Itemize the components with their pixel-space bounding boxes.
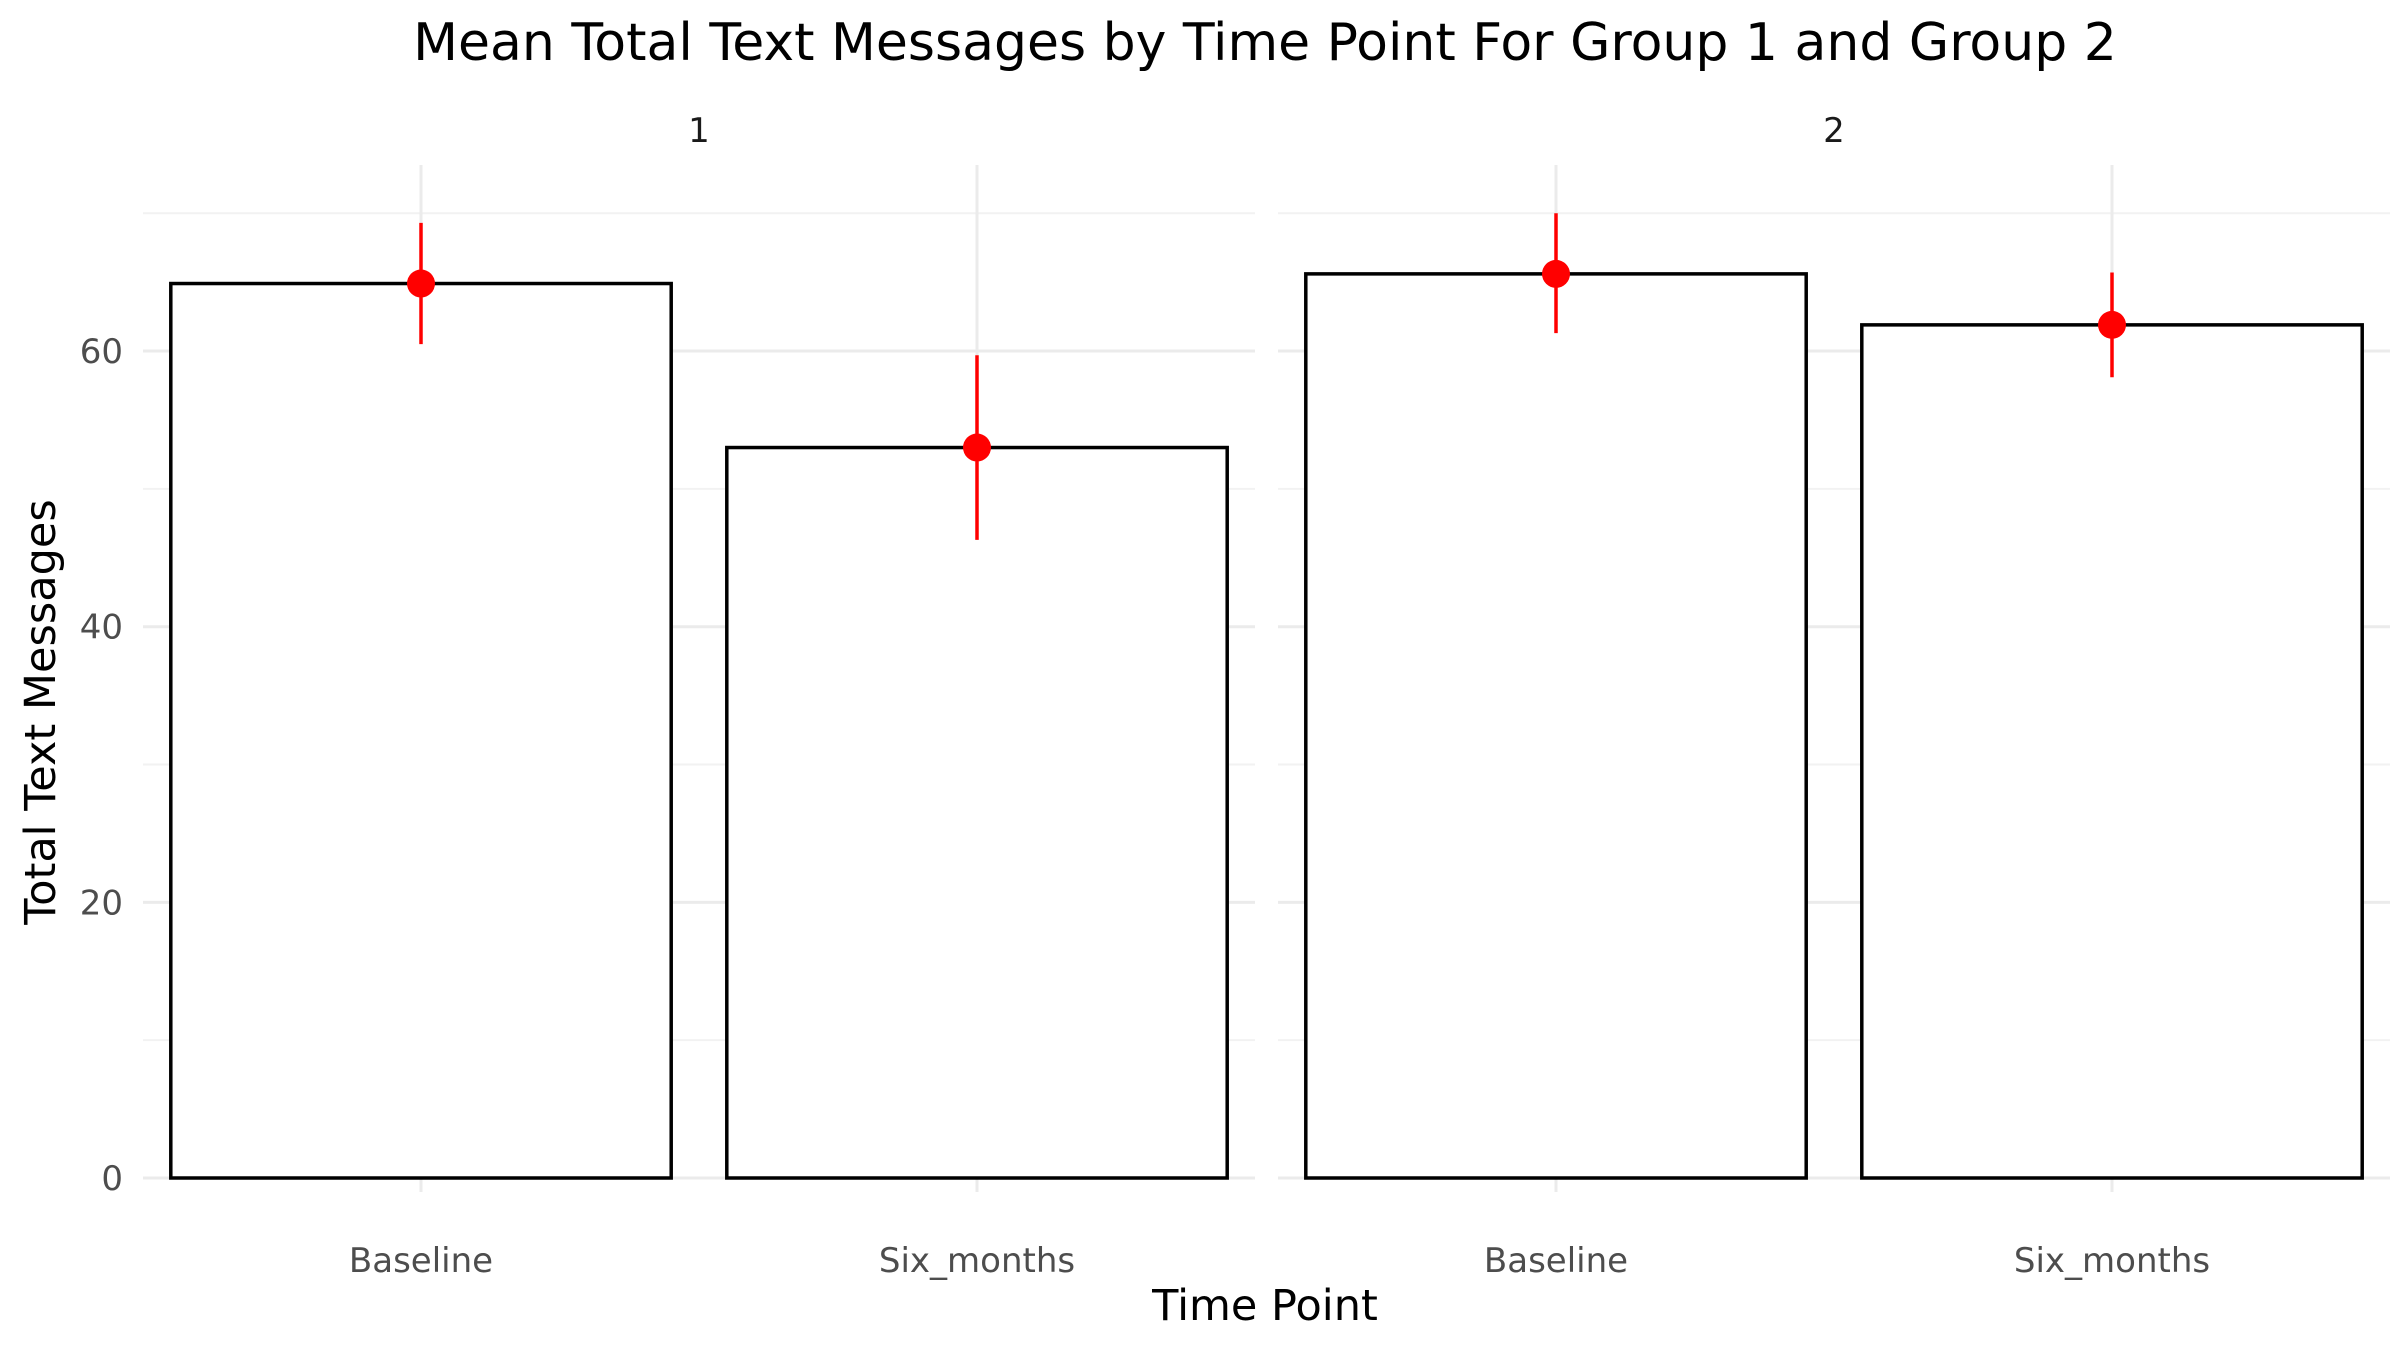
mean-point <box>963 433 991 462</box>
mean-point <box>2098 310 2126 339</box>
y-axis-ticks: 0 20 40 60 <box>80 332 123 1199</box>
bar <box>725 445 1229 1180</box>
facet-label: 2 <box>1823 111 1845 151</box>
x-tick-label: Six_months <box>2014 1241 2210 1281</box>
y-tick-label: 60 <box>80 332 123 372</box>
mean-point <box>1542 259 1570 288</box>
facet-label: 1 <box>688 111 710 151</box>
y-tick-label: 0 <box>101 1159 123 1199</box>
y-tick-label: 20 <box>80 883 123 923</box>
y-tick-label: 40 <box>80 608 123 648</box>
bar <box>169 281 673 1180</box>
bar <box>1860 323 2364 1180</box>
bar <box>1304 272 1808 1180</box>
x-tick-label: Baseline <box>1484 1241 1628 1281</box>
mean-point <box>407 269 435 298</box>
panel-2: 2 Baseline Six_months <box>1278 111 2390 1281</box>
y-axis-title: Total Text Messages <box>16 499 66 926</box>
facet-panels: 1 Baseline Six_months 2 Baseline Six_months <box>143 111 2390 1281</box>
x-tick-label: Six_months <box>879 1241 1075 1281</box>
panel-1: 1 Baseline Six_months <box>143 111 1255 1281</box>
chart-title: Mean Total Text Messages by Time Point F… <box>413 13 2117 73</box>
x-axis-title: Time Point <box>1151 1281 1378 1331</box>
x-tick-label: Baseline <box>349 1241 493 1281</box>
